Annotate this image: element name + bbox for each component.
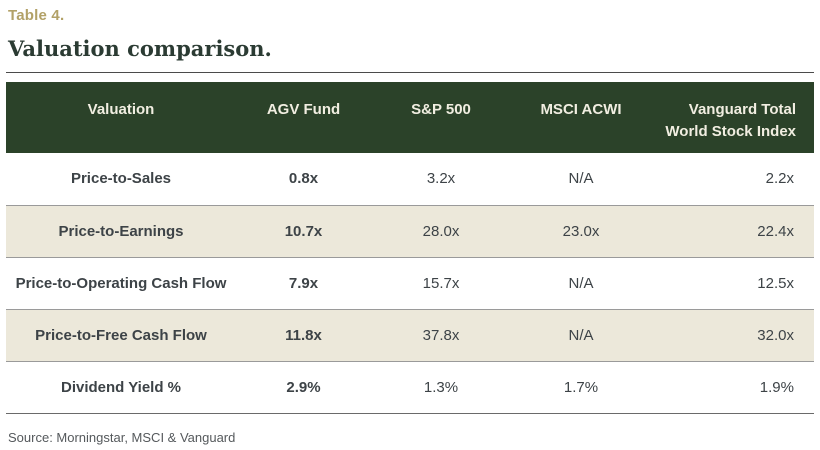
cell-value: 2.9%: [286, 378, 321, 396]
cell-value: 32.0x: [757, 326, 794, 344]
cell-value: 1.3%: [423, 378, 459, 396]
cell-value: 15.7x: [422, 274, 460, 292]
header-row: Valuation AGV Fund S&P 500 MSCI ACWI Van…: [6, 82, 814, 153]
row-label: Dividend Yield %: [60, 378, 182, 396]
valuation-table: Valuation AGV Fund S&P 500 MSCI ACWI Van…: [6, 82, 814, 414]
col-header-sp500: S&P 500: [371, 82, 511, 153]
cell-value: 22.4x: [757, 222, 794, 240]
table-row-price-to-operating-cash-flow: Price-to-Operating Cash Flow 7.9x 15.7x …: [6, 257, 814, 309]
col-header-msci-acwi: MSCI ACWI: [511, 82, 651, 153]
cell-value: N/A: [568, 326, 594, 344]
row-label: Price-to-Earnings: [58, 222, 184, 240]
cell-value: 1.9%: [759, 378, 794, 396]
cell-value: 3.2x: [426, 170, 456, 188]
table-row-price-to-earnings: Price-to-Earnings 10.7x 28.0x 23.0x 22.4…: [6, 205, 814, 257]
cell-value: N/A: [568, 170, 594, 188]
row-label: Price-to-Operating Cash Flow: [15, 274, 227, 292]
row-label: Price-to-Sales: [70, 170, 172, 188]
col-header-valuation: Valuation: [6, 82, 236, 153]
cell-value: 37.8x: [422, 326, 460, 344]
page-title: Valuation comparison.: [8, 36, 272, 61]
cell-value: 28.0x: [422, 222, 460, 240]
row-label: Price-to-Free Cash Flow: [35, 326, 207, 344]
table-row-price-to-free-cash-flow: Price-to-Free Cash Flow 11.8x 37.8x N/A …: [6, 309, 814, 361]
source-note: Source: Morningstar, MSCI & Vanguard: [8, 429, 236, 445]
cell-value: N/A: [568, 274, 594, 292]
title-rule: [6, 72, 814, 73]
cell-value: 23.0x: [562, 222, 600, 240]
cell-value: 11.8x: [285, 326, 322, 344]
table-row-price-to-sales: Price-to-Sales 0.8x 3.2x N/A 2.2x: [6, 153, 814, 205]
cell-value: 10.7x: [284, 222, 323, 240]
cell-value: 0.8x: [288, 170, 319, 188]
col-header-vanguard-total-world: Vanguard Total World Stock Index: [651, 82, 814, 153]
cell-value: 1.7%: [563, 378, 599, 396]
cell-value: 7.9x: [288, 274, 319, 292]
cell-value: 2.2x: [765, 170, 794, 188]
table-row-dividend-yield: Dividend Yield % 2.9% 1.3% 1.7% 1.9%: [6, 361, 814, 413]
col-header-agv-fund: AGV Fund: [236, 82, 371, 153]
cell-value: 12.5x: [757, 274, 794, 292]
table-label: Table 4.: [8, 7, 65, 24]
